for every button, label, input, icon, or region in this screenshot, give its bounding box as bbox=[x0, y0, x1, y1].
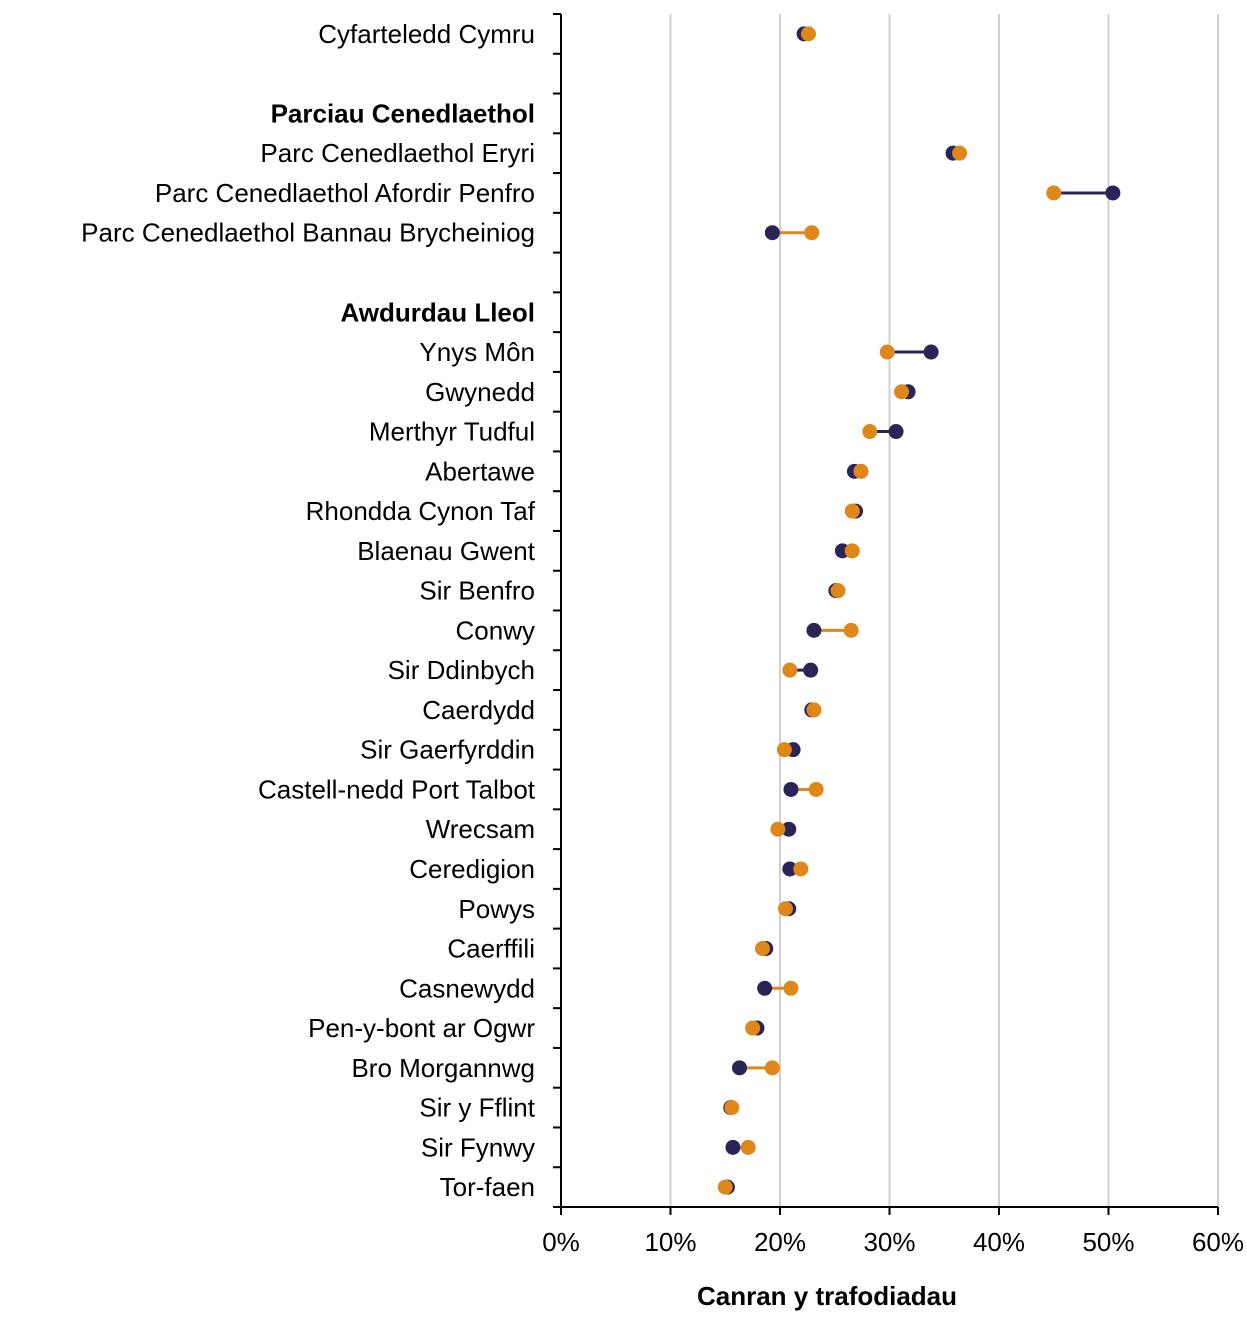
point-series-b bbox=[844, 543, 860, 559]
x-axis-tick-labels: 0% 10% 20% 30% 40% 50% 60% bbox=[542, 1207, 1244, 1257]
point-series-b bbox=[843, 622, 859, 638]
point-series-a bbox=[764, 225, 780, 241]
point-series-b bbox=[782, 662, 798, 678]
category-label: Ynys Môn bbox=[419, 337, 535, 367]
category-label: Abertawe bbox=[425, 456, 535, 486]
point-series-a bbox=[783, 781, 799, 797]
category-label: Sir Ddinbych bbox=[388, 655, 535, 685]
x-tick-label: 0% bbox=[542, 1227, 580, 1257]
point-series-b bbox=[793, 861, 809, 877]
category-label: Pen-y-bont ar Ogwr bbox=[308, 1013, 535, 1043]
x-axis-label: Canran y trafodiadau bbox=[697, 1281, 957, 1311]
point-series-b bbox=[894, 384, 910, 400]
point-series-b bbox=[754, 941, 770, 957]
point-series-a bbox=[806, 622, 822, 638]
category-label: Parc Cenedlaethol Afordir Penfro bbox=[155, 178, 535, 208]
point-series-b bbox=[776, 742, 792, 758]
x-tick-label: 60% bbox=[1192, 1227, 1244, 1257]
point-series-b bbox=[952, 145, 968, 161]
point-series-b bbox=[724, 1100, 740, 1116]
category-label: Caerdydd bbox=[422, 695, 535, 725]
x-tick-label: 10% bbox=[644, 1227, 696, 1257]
gridlines bbox=[669, 14, 1219, 1207]
point-series-b bbox=[806, 702, 822, 718]
point-series-a bbox=[725, 1139, 741, 1155]
point-series-a bbox=[757, 980, 773, 996]
data-points bbox=[717, 26, 1121, 1195]
point-series-b bbox=[740, 1139, 756, 1155]
point-series-a bbox=[923, 344, 939, 360]
point-series-b bbox=[783, 980, 799, 996]
category-label: Tor-faen bbox=[440, 1172, 535, 1202]
x-tick-label: 40% bbox=[973, 1227, 1025, 1257]
point-series-b bbox=[844, 503, 860, 519]
category-label: Rhondda Cynon Taf bbox=[306, 496, 536, 526]
point-series-b bbox=[804, 225, 820, 241]
category-label: Sir Gaerfyrddin bbox=[360, 735, 535, 765]
category-label: Casnewydd bbox=[399, 973, 535, 1003]
category-label: Sir y Fflint bbox=[419, 1093, 535, 1123]
point-series-a bbox=[803, 662, 819, 678]
point-series-a bbox=[1105, 185, 1121, 201]
group-heading: Awdurdau Lleol bbox=[340, 297, 535, 327]
y-axis-ticks bbox=[553, 13, 561, 1208]
category-label: Merthyr Tudful bbox=[369, 417, 535, 447]
category-label: Parc Cenedlaethol Bannau Brycheiniog bbox=[81, 218, 535, 248]
x-tick-label: 20% bbox=[754, 1227, 806, 1257]
category-label: Castell-nedd Port Talbot bbox=[258, 774, 536, 804]
category-label: Powys bbox=[458, 894, 535, 924]
category-label: Ceredigion bbox=[409, 854, 535, 884]
category-label: Blaenau Gwent bbox=[357, 536, 536, 566]
point-series-b bbox=[777, 901, 793, 917]
point-series-b bbox=[800, 26, 816, 42]
point-series-b bbox=[1046, 185, 1062, 201]
group-heading: Parciau Cenedlaethol bbox=[271, 98, 535, 128]
category-label: Parc Cenedlaethol Eryri bbox=[260, 138, 535, 168]
point-series-b bbox=[879, 344, 895, 360]
point-series-b bbox=[717, 1179, 733, 1195]
category-label: Sir Benfro bbox=[419, 576, 535, 606]
point-series-b bbox=[830, 583, 846, 599]
category-label: Sir Fynwy bbox=[421, 1132, 535, 1162]
point-series-b bbox=[862, 424, 878, 440]
point-series-a bbox=[782, 861, 798, 877]
connectors bbox=[725, 32, 1113, 1189]
category-label: Conwy bbox=[456, 615, 535, 645]
point-series-b bbox=[808, 781, 824, 797]
category-label: Caerffili bbox=[447, 934, 535, 964]
point-series-b bbox=[853, 463, 869, 479]
category-label: Bro Morgannwg bbox=[351, 1053, 535, 1083]
x-tick-label: 50% bbox=[1082, 1227, 1134, 1257]
point-series-a bbox=[888, 424, 904, 440]
point-series-a bbox=[731, 1060, 747, 1076]
point-series-b bbox=[745, 1020, 761, 1036]
point-series-b bbox=[770, 821, 786, 837]
category-label: Gwynedd bbox=[425, 377, 535, 407]
category-labels: Cyfarteledd Cymru Parciau Cenedlaethol Par… bbox=[81, 19, 536, 1202]
point-series-a bbox=[781, 821, 797, 837]
category-label: Cyfarteledd Cymru bbox=[318, 19, 535, 49]
point-series-b bbox=[764, 1060, 780, 1076]
x-tick-label: 30% bbox=[863, 1227, 915, 1257]
category-label: Wrecsam bbox=[426, 814, 535, 844]
